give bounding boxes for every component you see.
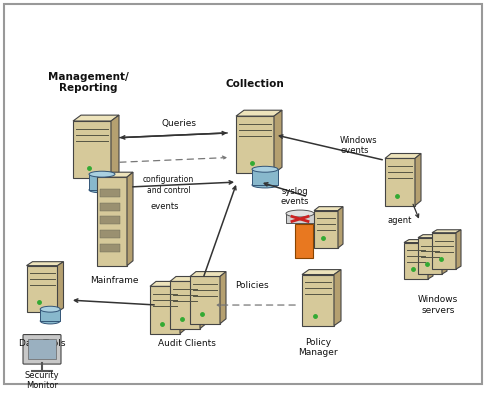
Text: syslog
events: syslog events (281, 187, 309, 206)
FancyBboxPatch shape (4, 4, 482, 384)
Polygon shape (111, 115, 119, 178)
Polygon shape (385, 154, 421, 158)
Text: Security
Monitor: Security Monitor (25, 371, 59, 390)
Text: events: events (151, 202, 179, 211)
Text: configuration
and control: configuration and control (143, 175, 194, 195)
Polygon shape (150, 281, 186, 286)
FancyBboxPatch shape (236, 116, 274, 173)
FancyBboxPatch shape (27, 266, 57, 312)
Polygon shape (180, 281, 186, 334)
Polygon shape (428, 240, 433, 279)
Ellipse shape (40, 306, 60, 312)
Polygon shape (73, 115, 119, 121)
Ellipse shape (89, 171, 115, 177)
Polygon shape (442, 235, 447, 274)
FancyBboxPatch shape (385, 158, 415, 206)
Polygon shape (432, 230, 461, 233)
Polygon shape (314, 206, 343, 210)
FancyBboxPatch shape (286, 214, 314, 223)
FancyBboxPatch shape (150, 286, 180, 334)
FancyBboxPatch shape (100, 203, 120, 210)
FancyBboxPatch shape (302, 275, 334, 326)
Text: Management/
Reporting: Management/ Reporting (48, 72, 128, 93)
Ellipse shape (40, 318, 60, 324)
FancyBboxPatch shape (100, 189, 120, 197)
FancyBboxPatch shape (295, 224, 313, 258)
Polygon shape (274, 110, 282, 173)
FancyBboxPatch shape (432, 233, 456, 269)
Polygon shape (404, 240, 433, 243)
Polygon shape (418, 235, 447, 238)
Ellipse shape (252, 182, 278, 188)
Ellipse shape (252, 166, 278, 172)
FancyBboxPatch shape (170, 281, 200, 329)
Text: Windows
events: Windows events (340, 136, 378, 155)
Polygon shape (220, 271, 226, 324)
FancyBboxPatch shape (190, 277, 220, 324)
FancyBboxPatch shape (73, 121, 111, 178)
FancyBboxPatch shape (89, 174, 115, 190)
Polygon shape (302, 269, 341, 275)
Polygon shape (334, 269, 341, 326)
Text: Data Tools: Data Tools (19, 340, 65, 348)
Text: Policies: Policies (235, 281, 268, 290)
FancyBboxPatch shape (23, 335, 61, 364)
Text: Mainframe: Mainframe (90, 275, 138, 284)
FancyBboxPatch shape (40, 309, 60, 321)
FancyBboxPatch shape (314, 210, 338, 248)
FancyBboxPatch shape (100, 244, 120, 252)
Text: Policy
Manager: Policy Manager (298, 338, 338, 357)
Text: agent: agent (388, 216, 412, 225)
Polygon shape (236, 110, 282, 116)
FancyBboxPatch shape (97, 177, 127, 266)
Polygon shape (57, 262, 64, 312)
Text: Collection: Collection (226, 78, 284, 89)
Polygon shape (170, 277, 206, 281)
Polygon shape (97, 172, 133, 177)
FancyBboxPatch shape (404, 243, 428, 279)
FancyBboxPatch shape (100, 216, 120, 224)
Polygon shape (415, 154, 421, 206)
Polygon shape (456, 230, 461, 269)
Polygon shape (190, 271, 226, 277)
Text: Windows
servers: Windows servers (418, 295, 458, 314)
FancyBboxPatch shape (100, 230, 120, 238)
Text: Audit Clients: Audit Clients (158, 340, 216, 348)
Polygon shape (27, 262, 64, 266)
Text: Queries: Queries (161, 119, 196, 128)
Ellipse shape (89, 187, 115, 193)
Polygon shape (338, 206, 343, 248)
FancyBboxPatch shape (418, 238, 442, 274)
Polygon shape (200, 277, 206, 329)
Ellipse shape (286, 210, 314, 217)
Polygon shape (127, 172, 133, 266)
FancyBboxPatch shape (252, 169, 278, 185)
FancyBboxPatch shape (28, 340, 56, 359)
